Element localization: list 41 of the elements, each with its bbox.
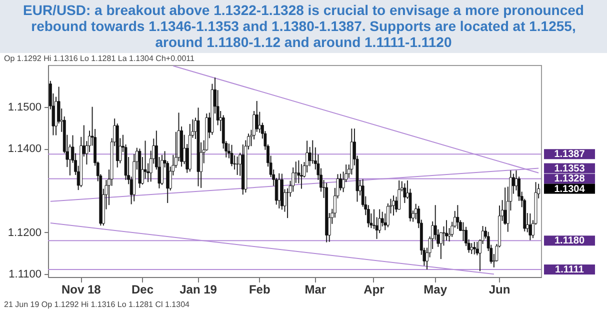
ref-line-label: 1.1111 xyxy=(555,264,584,276)
candlestick xyxy=(445,220,448,242)
y-tick-label: 1.1100 xyxy=(8,268,42,281)
candlestick xyxy=(278,172,281,209)
candlestick xyxy=(372,208,376,230)
chart-title: EUR/USD: a breakout above 1.1322-1.1328 is crucial to envisage a more pronounced rebound towards 1.1346-1.1353 and 1.1380-1.1387. Supports are located at 1.1255, around 1.1180-1.12 and around 1.1111-1.1120 xyxy=(0,0,607,53)
candlestick xyxy=(255,100,258,132)
candlestick xyxy=(456,204,460,230)
candlestick xyxy=(472,241,476,255)
candlestick xyxy=(528,212,532,241)
x-tick-label: Dec xyxy=(131,282,154,296)
x-tick-label: Mar xyxy=(304,282,326,296)
x-tick-label: Nov 18 xyxy=(61,282,102,296)
ref-line-label: 1.1328 xyxy=(554,174,586,185)
x-tick-label: May xyxy=(424,282,448,296)
candlestick xyxy=(300,164,303,190)
x-tick-label: Feb xyxy=(248,282,270,296)
text: 1.1304 xyxy=(554,184,586,195)
text: 1.1353 xyxy=(554,163,586,174)
candlestick xyxy=(230,144,234,167)
x-tick-label: Jun xyxy=(488,282,510,296)
y-tick-label: 1.1500 xyxy=(8,101,42,114)
x-tick-label: Jan 19 xyxy=(180,282,218,296)
y-tick-label: 1.1200 xyxy=(8,226,42,239)
candlestick xyxy=(476,241,479,256)
candlestick xyxy=(462,222,465,242)
text: 21 Jun 19 Op 1.1292 Hi 1.1316 Lo 1.1281 Cl 1.1304 xyxy=(4,300,190,309)
candlestick xyxy=(403,182,406,204)
candlestick xyxy=(144,140,147,180)
candlestick xyxy=(386,202,390,228)
candlestick xyxy=(398,180,401,210)
ref-line-label: 1.1387 xyxy=(554,149,586,160)
candlestick xyxy=(392,194,395,216)
candlestick xyxy=(470,242,474,254)
x-tick-label: Apr xyxy=(364,282,385,296)
candlestick xyxy=(380,211,384,227)
text: Op 1.1292 Hi 1.1316 Lo 1.1281 La 1.1304 Ch+0.0011 xyxy=(4,54,196,63)
candlestick xyxy=(504,187,507,226)
ref-line-label: 1.1180 xyxy=(554,236,585,247)
y-tick-label: 1.1400 xyxy=(8,143,42,156)
candlestick xyxy=(160,154,164,186)
